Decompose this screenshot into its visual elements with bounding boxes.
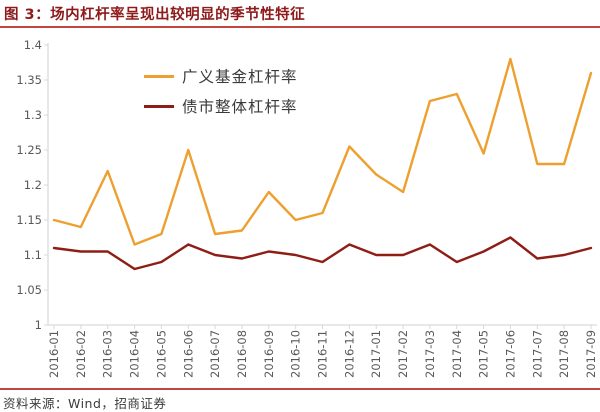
y-axis-label: 1.35 bbox=[16, 73, 42, 87]
legend-swatch-orange bbox=[144, 74, 174, 78]
legend-label: 债市整体杠杆率 bbox=[182, 98, 298, 116]
x-axis-label: 2017-05 bbox=[477, 330, 491, 378]
chart-legend: 广义基金杠杆率 债市整体杠杆率 bbox=[144, 61, 298, 121]
x-axis-label: 2017-03 bbox=[423, 330, 437, 378]
x-axis-label: 2016-09 bbox=[262, 330, 276, 378]
x-axis-label: 2016-01 bbox=[47, 330, 61, 378]
legend-item-bond-market-leverage: 债市整体杠杆率 bbox=[144, 91, 298, 121]
x-axis-label: 2016-05 bbox=[154, 330, 168, 378]
y-axis-label: 1.1 bbox=[24, 248, 42, 262]
y-axis-label: 1.2 bbox=[24, 178, 42, 192]
y-axis-label: 1.05 bbox=[16, 283, 42, 297]
source-note: 资料来源：Wind，招商证券 bbox=[3, 396, 167, 411]
y-axis-label: 1.4 bbox=[24, 38, 42, 52]
x-axis-label: 2017-09 bbox=[584, 330, 598, 378]
legend-swatch-maroon bbox=[144, 104, 174, 108]
x-axis-label: 2016-06 bbox=[181, 330, 195, 378]
y-axis-label: 1 bbox=[35, 318, 42, 332]
legend-item-fund-leverage: 广义基金杠杆率 bbox=[144, 61, 298, 91]
x-axis-label: 2017-06 bbox=[503, 330, 517, 378]
x-axis-label: 2016-04 bbox=[128, 330, 142, 378]
x-axis-label: 2016-02 bbox=[74, 330, 88, 378]
x-axis-label: 2016-11 bbox=[316, 330, 330, 378]
legend-label: 广义基金杠杆率 bbox=[182, 68, 298, 86]
top-divider-rule bbox=[0, 26, 600, 28]
x-axis-label: 2017-08 bbox=[557, 330, 571, 378]
y-axis-label: 1.15 bbox=[16, 213, 42, 227]
x-axis-label: 2016-10 bbox=[289, 330, 303, 378]
x-axis-label: 2017-02 bbox=[396, 330, 410, 378]
x-axis-label: 2017-01 bbox=[369, 330, 383, 378]
figure-title: 图 3：场内杠杆率呈现出较明显的季节性特征 bbox=[4, 7, 306, 23]
y-axis-label: 1.3 bbox=[24, 108, 42, 122]
x-axis-label: 2017-07 bbox=[530, 330, 544, 378]
x-axis-label: 2016-07 bbox=[208, 330, 222, 378]
bottom-divider-rule bbox=[0, 388, 600, 390]
y-axis-label: 1.25 bbox=[16, 143, 42, 157]
x-axis-label: 2016-12 bbox=[342, 330, 356, 378]
series-line-1 bbox=[52, 57, 593, 246]
x-axis-label: 2017-04 bbox=[450, 330, 464, 378]
series-line-2 bbox=[52, 236, 593, 271]
x-axis-label: 2016-03 bbox=[101, 330, 115, 378]
x-axis-label: 2016-08 bbox=[235, 330, 249, 378]
